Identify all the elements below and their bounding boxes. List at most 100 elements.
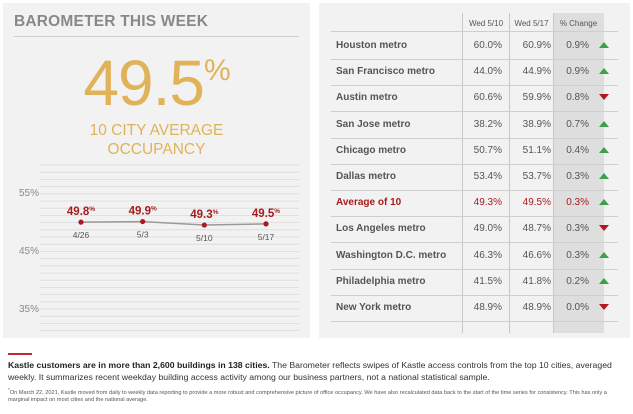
pct-change: 0.9% [566, 66, 589, 78]
value-wed-5-10: 60.6% [473, 92, 502, 104]
city-name: Austin metro [336, 92, 398, 104]
x-tick-label: 4/26 [73, 230, 90, 240]
column-divider [553, 13, 554, 333]
up-arrow-icon [599, 173, 609, 179]
value-wed-5-17: 60.9% [522, 40, 551, 51]
city-name: Philadelphia metro [336, 275, 426, 287]
change-column-background [553, 13, 604, 333]
pct-change: 0.3% [566, 171, 589, 182]
city-name: Dallas metro [336, 171, 397, 182]
series-line [80, 220, 267, 226]
city-name: Los Angeles metro [336, 223, 426, 235]
pct-change: 0.9% [566, 40, 589, 51]
row-divider [331, 242, 618, 244]
row-divider [331, 59, 618, 60]
value-wed-5-17: 51.1% [522, 144, 551, 156]
city-name: Chicago metro [336, 144, 407, 156]
y-tick-label: 55% [19, 188, 39, 199]
value-wed-5-17: 49.5% [522, 197, 551, 209]
up-arrow-icon [599, 120, 609, 127]
row-divider [331, 268, 618, 270]
table-row: Dallas metro 53.4% 53.7% 0.3% [331, 168, 630, 194]
table-row: New York metro 48.9% 48.9% 0.0% [331, 299, 630, 325]
value-wed-5-17: 38.9% [522, 118, 551, 130]
table-row: Washington D.C. metro 46.3% 46.6% 0.3% [331, 247, 630, 273]
row-divider [331, 85, 618, 87]
footnote-text: On March 22, 2021, Kastle moved from dai… [8, 389, 607, 404]
value-wed-5-17: 44.9% [522, 66, 551, 78]
table-row: Austin metro 60.6% 59.9% 0.8% [331, 89, 630, 115]
footnote-mark: * [8, 387, 10, 392]
pct-change: 0.3% [566, 249, 589, 261]
data-label: 49.5% [252, 208, 280, 220]
x-tick-label: 5/17 [258, 232, 275, 242]
data-label-unit: % [151, 206, 157, 213]
column-divider [462, 13, 463, 333]
down-arrow-icon [599, 225, 609, 232]
up-arrow-icon [599, 146, 609, 153]
headline-subtitle: 10 CITY AVERAGE OCCUPANCY [3, 121, 310, 159]
title-divider [14, 36, 299, 37]
value-wed-5-10: 41.5% [473, 275, 502, 287]
value-wed-5-10: 46.3% [473, 249, 502, 261]
city-name: Houston metro [336, 40, 408, 51]
barometer-panel: BAROMETER THIS WEEK 49.5% 10 CITY AVERAG… [3, 3, 310, 338]
value-wed-5-10: 38.2% [473, 118, 502, 130]
pct-change: 0.0% [566, 302, 589, 313]
data-point [140, 218, 146, 225]
headline-value: 49.5 [83, 47, 205, 119]
value-wed-5-10: 50.7% [473, 144, 502, 156]
value-wed-5-10: 49.0% [473, 223, 502, 235]
row-divider [331, 137, 618, 139]
y-tick-label: 45% [19, 246, 39, 257]
table-row: Philadelphia metro 41.5% 41.8% 0.2% [331, 273, 630, 299]
occupancy-line-chart: 55% 45% 35% 49.8% 4/26 49.9% 5/3 49.3% 5/10 49.5%… [19, 164, 299, 332]
header-wed-5-10: Wed 5/10 [468, 19, 504, 28]
data-point [78, 219, 84, 225]
header-wed-5-17: Wed 5/17 [514, 19, 549, 28]
city-table-panel: Wed 5/10 Wed 5/17 % Change Houston metro… [319, 3, 630, 338]
pct-change: 0.8% [566, 92, 589, 104]
city-name: Average of 10 [336, 197, 402, 209]
x-tick-label: 5/10 [196, 233, 213, 243]
subtitle-line-2: OCCUPANCY [107, 141, 206, 158]
data-label: 49.8% [67, 206, 95, 218]
row-divider [331, 321, 618, 322]
headline-occupancy: 49.5% [3, 51, 310, 115]
value-wed-5-17: 41.8% [522, 275, 551, 287]
value-wed-5-10: 48.9% [473, 302, 502, 313]
pct-change: 0.4% [566, 144, 589, 156]
up-arrow-icon [599, 199, 609, 206]
subtitle-line-1: 10 CITY AVERAGE [89, 122, 224, 139]
up-arrow-icon [599, 68, 609, 75]
x-tick-label: 5/3 [137, 230, 149, 240]
city-name: San Jose metro [336, 118, 411, 130]
table-row: Average of 10 49.3% 49.5% 0.3% [331, 194, 630, 220]
y-tick-label: 35% [19, 304, 39, 315]
value-wed-5-17: 48.9% [522, 302, 551, 313]
data-label: 49.3% [190, 209, 218, 221]
down-arrow-icon [599, 94, 609, 101]
headline-unit: % [203, 54, 231, 87]
data-label: 49.9% [129, 206, 157, 218]
row-divider [331, 190, 618, 191]
data-label-unit: % [213, 209, 219, 216]
footer-text: Kastle customers are in more than 2,600 … [8, 360, 623, 383]
footer-note: *On March 22, 2021, Kastle moved from da… [8, 386, 623, 405]
data-point [263, 221, 269, 227]
footer-body: The Barometer reflects swipes of Kastle … [8, 360, 612, 382]
pct-change: 0.3% [566, 223, 589, 235]
value-wed-5-17: 46.6% [522, 249, 551, 261]
up-arrow-icon [599, 277, 609, 284]
value-wed-5-10: 60.0% [473, 40, 502, 51]
value-wed-5-17: 59.9% [522, 92, 551, 104]
value-wed-5-17: 53.7% [522, 171, 551, 182]
value-wed-5-17: 48.7% [522, 223, 551, 235]
city-occupancy-table: Wed 5/10 Wed 5/17 % Change Houston metro… [319, 3, 630, 338]
table-row: San Jose metro 38.2% 38.9% 0.7% [331, 116, 630, 142]
value-wed-5-10: 44.0% [473, 66, 502, 78]
header-pct-change: % Change [559, 19, 598, 28]
up-arrow-icon [599, 42, 609, 48]
up-arrow-icon [599, 251, 609, 258]
city-name: New York metro [336, 302, 412, 313]
